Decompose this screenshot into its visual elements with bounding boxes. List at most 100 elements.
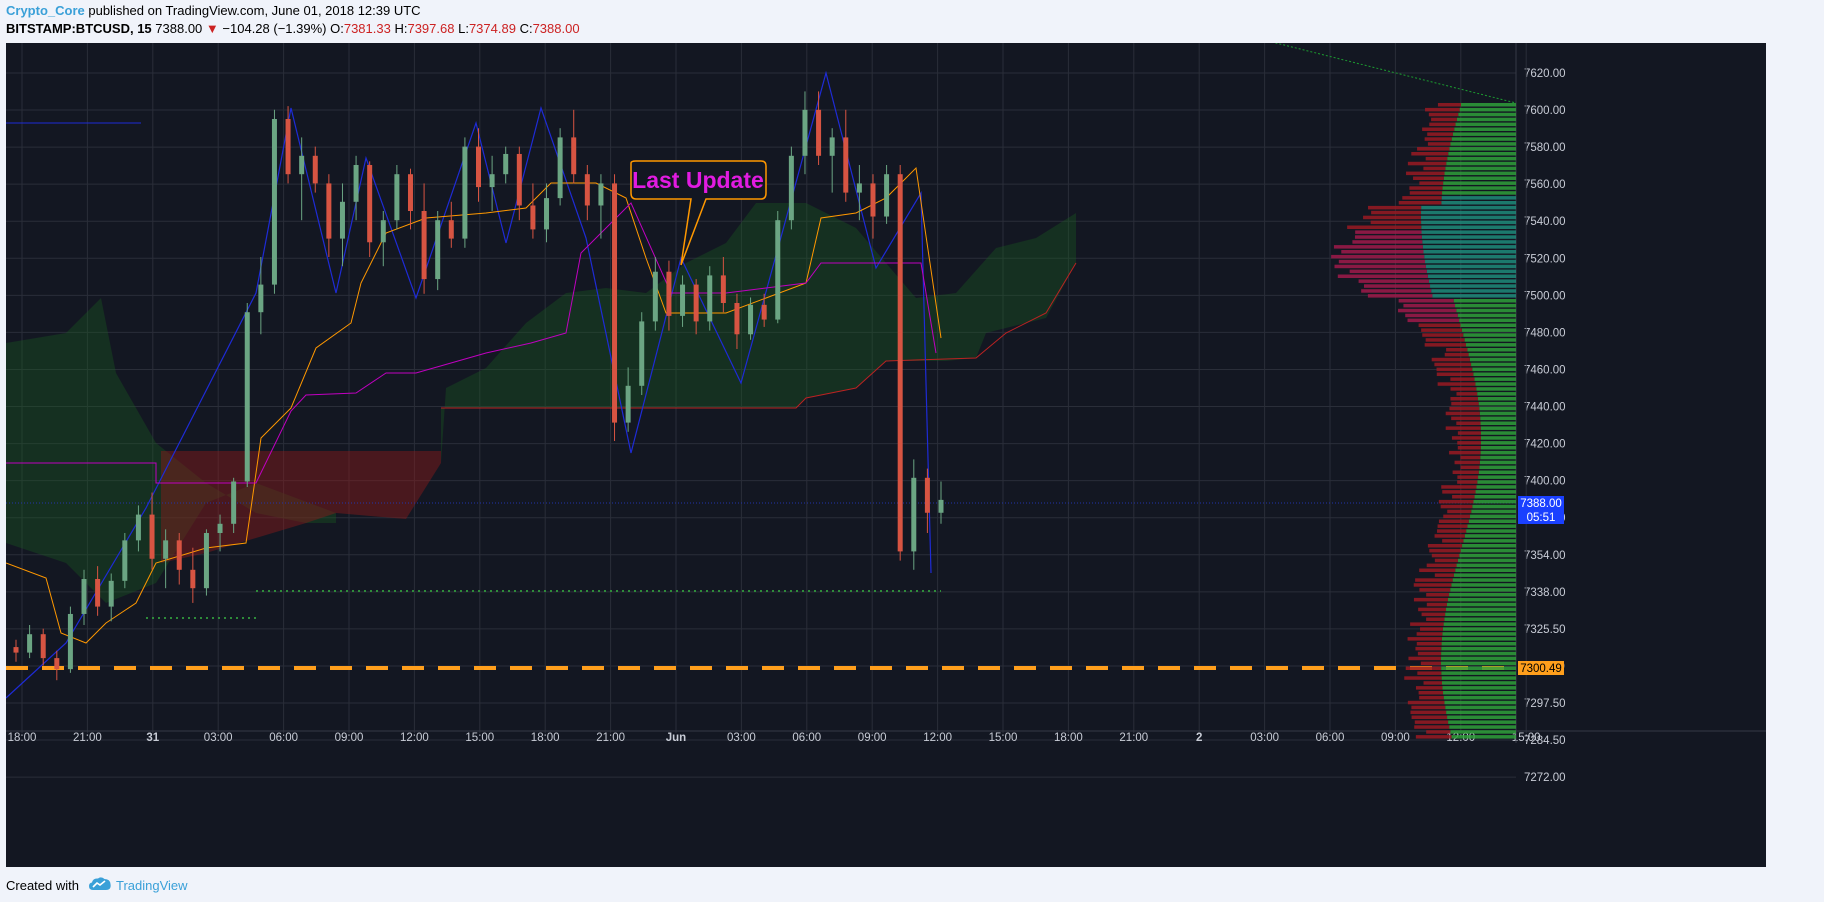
x-tick-label: 2 <box>1196 732 1202 744</box>
volume-profile-bar <box>1371 221 1421 225</box>
current-price-label: 7388.00 <box>1520 498 1562 510</box>
x-tick-label: 18:00 <box>8 732 37 744</box>
candle <box>394 174 399 220</box>
volume-profile-bar <box>1418 608 1446 612</box>
volume-profile-bar <box>1451 387 1477 391</box>
volume-profile-bar <box>1421 226 1516 230</box>
volume-profile-bar <box>1452 436 1481 440</box>
symbol-label: BITSTAMP:BTCUSD, 15 <box>6 21 152 36</box>
candle <box>898 174 903 551</box>
volume-profile-bar <box>1334 265 1425 269</box>
candle <box>381 220 386 242</box>
volume-profile-bar <box>1423 167 1445 171</box>
volume-profile-bar <box>1441 505 1473 509</box>
volume-profile-bar <box>1457 441 1481 445</box>
volume-profile-bar <box>1410 711 1446 715</box>
candle <box>326 183 331 238</box>
x-tick-label: 12:00 <box>923 732 952 744</box>
tradingview-link[interactable]: TradingView <box>116 878 188 893</box>
x-tick-label: 12:00 <box>400 732 429 744</box>
volume-profile-bar <box>1420 627 1443 631</box>
volume-profile-bar <box>1399 201 1442 205</box>
volume-profile-bar <box>1457 564 1516 568</box>
volume-profile-bar <box>1429 123 1455 127</box>
volume-profile-bar <box>1421 216 1516 220</box>
volume-profile-bar <box>1441 667 1516 671</box>
support-price-label: 7300.49 <box>1520 663 1562 675</box>
volume-profile-bar <box>1415 720 1448 724</box>
candle <box>82 579 87 614</box>
high-label: H: <box>394 21 407 36</box>
y-tick-label: 7620.00 <box>1524 68 1566 80</box>
volume-profile-bar <box>1481 431 1516 435</box>
volume-profile-bar <box>1451 402 1478 406</box>
volume-profile-bar <box>1402 196 1441 200</box>
created-with-label: Created with <box>6 878 79 893</box>
volume-profile-bar <box>1435 559 1458 563</box>
volume-profile-bar <box>1410 191 1442 195</box>
candle <box>680 285 685 316</box>
volume-profile-bar <box>1473 373 1516 377</box>
volume-profile-bar <box>1439 520 1469 524</box>
volume-profile-bar <box>1371 211 1421 215</box>
y-tick-label: 7520.00 <box>1524 253 1566 265</box>
y-tick-label: 7600.00 <box>1524 105 1566 117</box>
footer: Created with TradingView <box>0 868 1824 902</box>
volume-profile-bar <box>1443 186 1516 190</box>
volume-profile-bar <box>1463 333 1516 337</box>
volume-profile-bar <box>1461 466 1480 470</box>
author-link[interactable]: Crypto_Core <box>6 3 85 18</box>
volume-profile-bar <box>1419 691 1443 695</box>
volume-profile-bar <box>1465 534 1516 538</box>
candle <box>503 154 508 174</box>
volume-profile-bar <box>1426 593 1449 597</box>
close-label: C: <box>520 21 533 36</box>
candle <box>476 147 481 187</box>
candle <box>857 183 862 192</box>
candle <box>41 634 46 658</box>
volume-profile-bar <box>1460 456 1480 460</box>
candle <box>231 481 236 523</box>
candle <box>558 137 563 198</box>
y-tick-label: 7420.00 <box>1524 439 1566 451</box>
candle <box>775 220 780 319</box>
volume-profile-bar <box>1411 706 1445 710</box>
volume-profile-bar <box>1341 250 1423 254</box>
candle <box>789 156 794 220</box>
volume-profile-bar <box>1460 108 1516 112</box>
low-label: L: <box>458 21 469 36</box>
volume-profile-bar <box>1426 338 1465 342</box>
candle <box>490 174 495 187</box>
volume-profile-bar <box>1442 642 1516 646</box>
chart-area[interactable]: 7620.00 7600.00 7580.00 7560.00 7540.00 7520.… <box>6 43 1766 867</box>
volume-profile-bar <box>1472 368 1516 372</box>
volume-profile-bar <box>1447 716 1516 720</box>
volume-profile-bar <box>1443 691 1516 695</box>
tradingview-cloud-icon[interactable] <box>88 876 112 892</box>
volume-profile-bar <box>1444 622 1516 626</box>
volume-profile-bar <box>1449 407 1479 411</box>
volume-profile-bar <box>1339 260 1425 264</box>
volume-profile-bar <box>1481 446 1516 450</box>
volume-profile-bar <box>1417 147 1449 151</box>
volume-profile-bar <box>1455 304 1516 308</box>
price-chart[interactable]: 7620.00 7600.00 7580.00 7560.00 7540.00 7520.… <box>6 43 1766 867</box>
volume-profile-bar <box>1470 358 1516 362</box>
volume-profile-bar <box>1443 515 1470 519</box>
y-tick-label: 7460.00 <box>1524 364 1566 376</box>
volume-profile-bar <box>1470 515 1516 519</box>
volume-profile-bar <box>1456 123 1516 127</box>
volume-profile-bar <box>1443 627 1516 631</box>
volume-profile-bar <box>1442 676 1516 680</box>
candle <box>95 579 100 607</box>
candle <box>843 137 848 192</box>
candle <box>136 515 141 541</box>
volume-profile-bar <box>1431 118 1457 122</box>
volume-profile-bar <box>1424 250 1516 254</box>
volume-profile-bar <box>1422 235 1516 239</box>
volume-profile-bar <box>1428 544 1462 548</box>
x-tick-label: 21:00 <box>596 732 625 744</box>
x-tick-label: 06:00 <box>269 732 298 744</box>
candle <box>598 183 603 205</box>
volume-profile-bar <box>1480 412 1516 416</box>
